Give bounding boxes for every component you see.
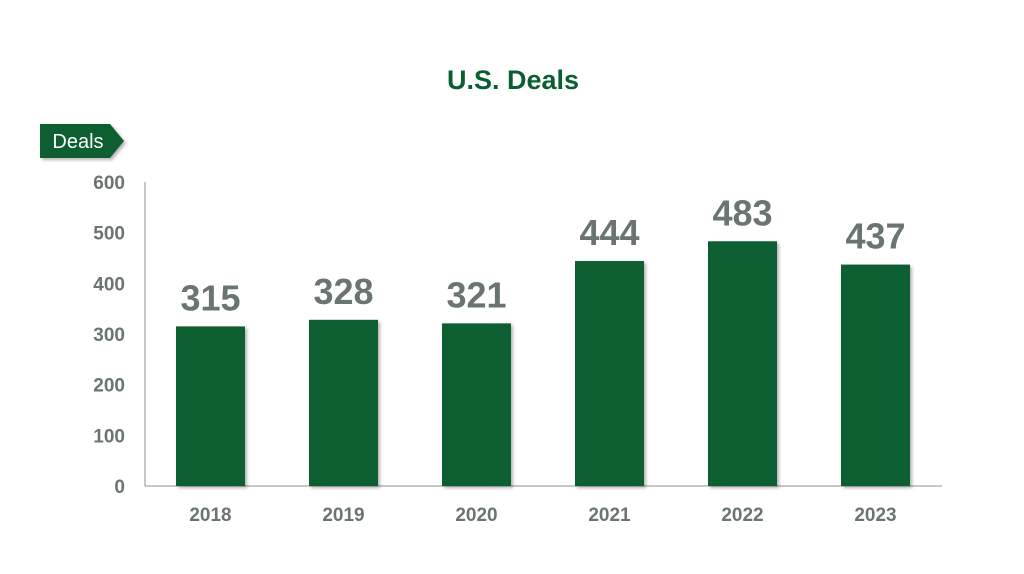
x-tick-label: 2018 <box>189 505 231 526</box>
y-tick-label: 0 <box>114 477 125 498</box>
data-label-2023: 437 <box>845 216 905 257</box>
y-axis-label: Deals <box>52 131 103 153</box>
x-tick-label: 2021 <box>588 505 631 526</box>
x-tick-label: 2023 <box>854 505 896 526</box>
y-tick-label: 200 <box>93 376 125 397</box>
bar-2020 <box>442 323 511 486</box>
data-label-2018: 315 <box>180 277 240 318</box>
y-axis-label-tag: Deals <box>40 124 124 158</box>
bar-2021 <box>575 261 644 486</box>
y-tick-label: 600 <box>93 173 125 194</box>
y-tick-label: 100 <box>93 426 125 447</box>
y-tick-label: 500 <box>93 224 125 245</box>
bar-2023 <box>841 264 910 486</box>
tag-shape <box>40 124 124 158</box>
y-tick-label: 300 <box>93 325 125 346</box>
bar-2018 <box>176 326 245 486</box>
data-label-2021: 444 <box>579 212 639 253</box>
y-tick-label: 400 <box>93 274 125 295</box>
bar-2019 <box>309 319 378 486</box>
x-tick-label: 2020 <box>455 505 497 526</box>
data-label-2022: 483 <box>712 192 772 233</box>
bar-2022 <box>708 241 777 486</box>
data-label-2019: 328 <box>313 271 373 312</box>
x-tick-label: 2022 <box>721 505 763 526</box>
data-label-2020: 321 <box>446 274 506 315</box>
x-tick-label: 2019 <box>322 505 364 526</box>
chart-title: U.S. Deals <box>447 65 579 95</box>
